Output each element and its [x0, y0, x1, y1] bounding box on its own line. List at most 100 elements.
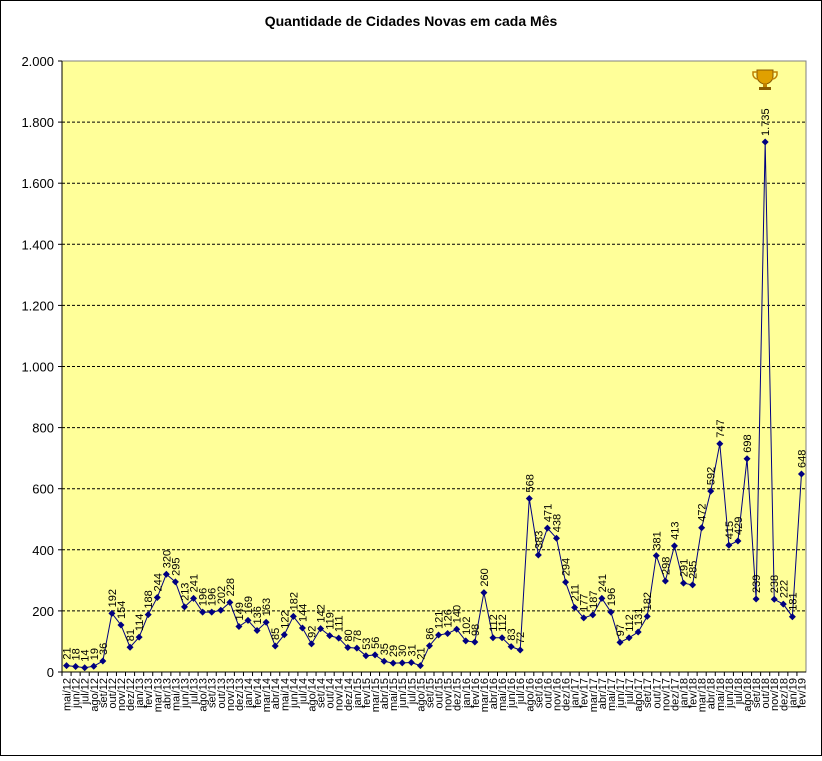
data-point	[199, 608, 207, 616]
y-tick-label: 1.200	[21, 298, 54, 313]
data-point	[534, 551, 542, 559]
x-tick-label: mar/14	[261, 678, 273, 712]
x-tick-label: abr/15	[379, 678, 391, 709]
data-point	[344, 644, 352, 652]
data-label: 142	[316, 604, 328, 622]
x-tick-label: mar/16	[479, 678, 491, 712]
data-label: 471	[542, 504, 554, 522]
data-label: 30	[397, 645, 409, 657]
data-label: 149	[234, 602, 246, 620]
data-label: 97	[615, 624, 627, 636]
data-label: 192	[107, 589, 119, 607]
x-tick-label: out/12	[107, 678, 119, 709]
data-point	[262, 618, 270, 626]
data-point	[407, 659, 415, 667]
data-point	[707, 487, 715, 495]
data-label: 136	[252, 606, 264, 624]
data-point	[725, 541, 733, 549]
data-label: 181	[787, 592, 799, 610]
data-point	[779, 600, 787, 608]
x-tick-label: jun/16	[506, 678, 518, 709]
data-label: 14	[80, 649, 92, 661]
data-point	[616, 638, 624, 646]
x-tick-label: jan/15	[352, 678, 364, 709]
data-label: 78	[352, 630, 364, 642]
data-point	[761, 138, 769, 146]
x-tick-label: ago/16	[524, 678, 536, 712]
data-label: 291	[679, 559, 691, 577]
data-label: 568	[524, 474, 536, 492]
data-label: 35	[379, 643, 391, 655]
x-tick-label: mar/13	[152, 678, 164, 712]
data-point	[643, 612, 651, 620]
data-line	[66, 141, 802, 669]
data-label: 56	[370, 637, 382, 649]
data-label: 213	[179, 583, 191, 601]
y-tick-label: 1.800	[21, 115, 54, 130]
data-label: 144	[297, 604, 309, 622]
data-point	[180, 603, 188, 611]
y-tick-label: 600	[32, 482, 54, 497]
data-point	[752, 595, 760, 603]
data-point	[226, 598, 234, 606]
x-tick-label: ago/15	[415, 678, 427, 712]
x-tick-label: ago/12	[89, 678, 101, 712]
data-point	[353, 644, 361, 652]
x-tick-label: abr/13	[161, 678, 173, 709]
x-tick-label: jul/13	[189, 678, 201, 705]
data-point	[389, 659, 397, 667]
data-point	[244, 616, 252, 624]
data-label: 83	[506, 628, 518, 640]
data-label: 163	[261, 598, 273, 616]
x-tick-label: out/15	[434, 678, 446, 709]
data-point	[335, 634, 343, 642]
x-tick-label: jan/13	[134, 678, 146, 709]
data-point	[652, 552, 660, 560]
data-point	[661, 577, 669, 585]
data-point	[416, 662, 424, 670]
x-tick-label: set/12	[98, 678, 110, 708]
y-tick-label: 1.000	[21, 360, 54, 375]
y-tick-label: 400	[32, 543, 54, 558]
x-tick-label: fev/17	[579, 678, 591, 708]
data-label: 188	[143, 590, 155, 608]
trophy-icon	[752, 69, 778, 90]
chart-title: Quantidade de Cidades Novas em cada Mês	[265, 13, 558, 29]
data-point	[253, 626, 261, 634]
data-point	[525, 494, 533, 502]
x-tick-label: set/16	[533, 678, 545, 708]
data-point	[63, 662, 71, 670]
data-label: 19	[89, 648, 101, 660]
data-point	[144, 611, 152, 619]
x-tick-label: fev/14	[252, 678, 264, 708]
data-label: 36	[98, 643, 110, 655]
x-tick-label: nov/16	[551, 678, 563, 711]
data-point	[698, 524, 706, 532]
x-tick-label: mar/15	[370, 678, 382, 712]
data-label: 260	[479, 568, 491, 586]
y-tick-label: 2.000	[21, 54, 54, 69]
data-label: 18	[71, 648, 83, 660]
x-tick-label: jul/15	[406, 678, 418, 705]
x-tick-label: mai/16	[497, 678, 509, 711]
data-point	[398, 659, 406, 667]
x-tick-label: jan/19	[787, 678, 799, 709]
x-tick-label: fev/15	[361, 678, 373, 708]
data-label: 112	[488, 614, 500, 632]
data-point	[371, 651, 379, 659]
x-tick-label: set/13	[207, 678, 219, 708]
data-label: 747	[715, 419, 727, 437]
data-label: 239	[751, 575, 763, 593]
x-tick-label: abr/14	[270, 678, 282, 709]
data-label: 320	[161, 550, 173, 568]
x-tick-label: abr/16	[488, 678, 500, 709]
data-point	[598, 594, 606, 602]
data-point	[471, 638, 479, 646]
x-tick-label: nov/12	[116, 678, 128, 711]
x-tick-label: out/16	[542, 678, 554, 709]
data-label: 241	[597, 574, 609, 592]
data-label: 241	[189, 574, 201, 592]
data-label: 182	[642, 592, 654, 610]
x-tick-label: jun/13	[179, 678, 191, 709]
